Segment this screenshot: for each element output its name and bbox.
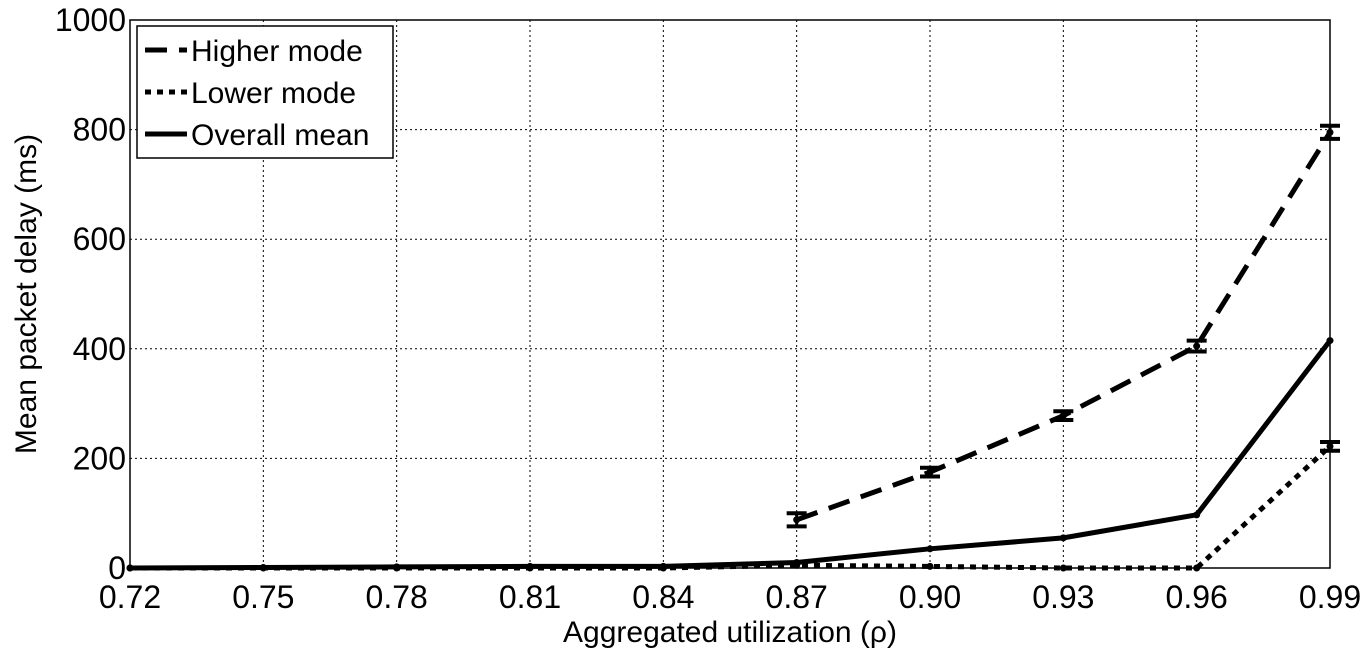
plot-frame (129, 19, 1331, 569)
x-tick-label: 0.90 (899, 579, 961, 615)
data-point (1059, 412, 1067, 420)
tick-labels: 0.72 0.75 0.78 0.81 0.84 0.87 0.90 0.93 0.96 0.99… (55, 2, 1361, 615)
x-tick-label: 0.81 (499, 579, 561, 615)
legend-label: Overall mean (191, 119, 369, 152)
data-point (926, 468, 934, 476)
legend-label: Lower mode (191, 77, 356, 110)
data-point (659, 562, 667, 570)
data-point (793, 559, 801, 567)
data-point (1059, 534, 1067, 542)
legend-label: Higher mode (191, 35, 363, 68)
data-point (1193, 511, 1201, 519)
x-tick-label: 0.72 (99, 579, 161, 615)
data-point (393, 563, 401, 571)
x-tick-label: 0.99 (1299, 579, 1361, 615)
y-tick-label: 0 (108, 550, 126, 586)
data-point (926, 562, 934, 570)
series-dashed (786, 123, 1340, 529)
series-dotted (126, 439, 1340, 572)
x-tick-label: 0.78 (366, 579, 428, 615)
x-tick-label: 0.96 (1166, 579, 1228, 615)
series-line (130, 444, 1332, 571)
y-tick-label: 400 (73, 331, 126, 367)
y-tick-label: 800 (73, 112, 126, 148)
legend: Higher mode Lower mode Overall mean (136, 25, 394, 159)
legend-item: Lower mode (145, 77, 356, 110)
series-solid (126, 337, 1334, 572)
y-axis-label: Mean packet delay (ms) (10, 134, 43, 454)
data-point (526, 562, 534, 570)
x-tick-label: 0.75 (232, 579, 294, 615)
series-layer (126, 123, 1340, 572)
x-axis-label: Aggregated utilization (ρ) (563, 616, 897, 649)
x-tick-label: 0.93 (1032, 579, 1094, 615)
x-tick-label: 0.87 (766, 579, 828, 615)
y-tick-label: 200 (73, 440, 126, 476)
legend-item: Overall mean (145, 119, 369, 152)
y-tick-label: 1000 (55, 2, 126, 38)
data-point (926, 545, 934, 553)
x-tick-label: 0.84 (632, 579, 694, 615)
y-tick-label: 600 (73, 221, 126, 257)
legend-item: Higher mode (145, 35, 363, 68)
series-line (129, 339, 1332, 571)
data-point (793, 516, 801, 524)
data-point (1193, 342, 1201, 350)
